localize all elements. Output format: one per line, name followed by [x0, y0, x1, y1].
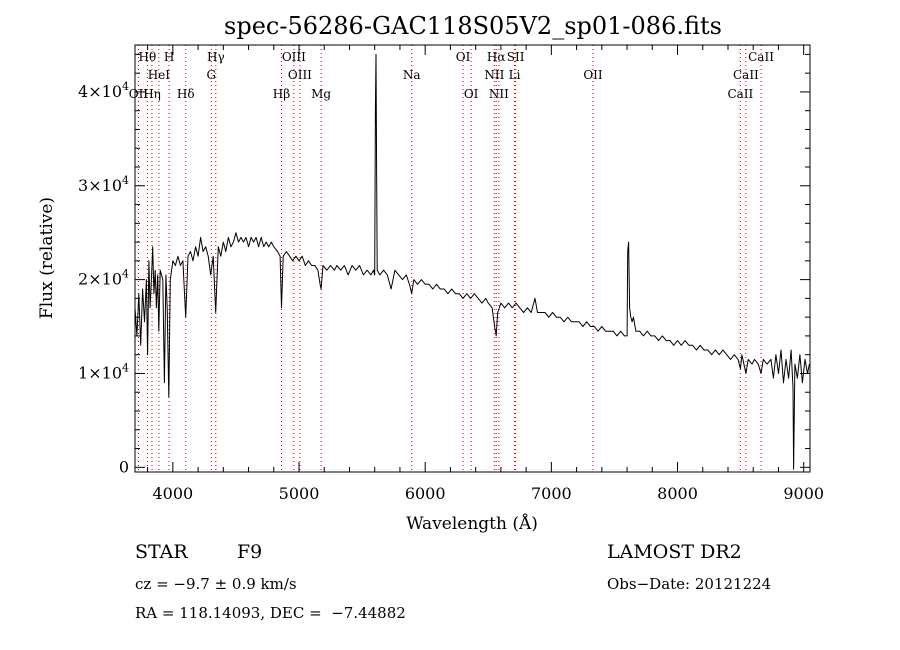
x-tick-label: 8000: [657, 484, 698, 503]
y-tick-label: 0: [119, 457, 129, 476]
line-label: Hη: [143, 87, 161, 101]
line-label: OI: [464, 87, 479, 101]
x-tick-label: 9000: [783, 484, 824, 503]
x-tick-label: 4000: [152, 484, 193, 503]
line-label: OII: [129, 87, 149, 101]
line-label: H: [164, 50, 174, 64]
line-label: G: [207, 68, 217, 82]
line-label: OIII: [288, 68, 312, 82]
line-label: Hδ: [177, 87, 195, 101]
y-tick-label: 1×104: [78, 361, 129, 382]
y-axis-label: Flux (relative): [37, 197, 57, 319]
line-label: Hα: [487, 50, 506, 64]
y-tick-label: 3×104: [78, 174, 129, 195]
line-label: CaII: [748, 50, 774, 64]
chart-title: spec-56286-GAC118S05V2_sp01-086.fits: [224, 12, 722, 40]
x-axis: 4000 5000 6000 7000 8000 9000: [147, 45, 824, 503]
x-tick-label: 6000: [405, 484, 446, 503]
line-label: Na: [403, 68, 421, 82]
subclass-label: F9: [237, 541, 263, 563]
line-label: Mg: [311, 87, 331, 101]
class-label: STAR: [135, 541, 188, 563]
line-label: CaII: [733, 68, 759, 82]
x-axis-label: Wavelength (Å): [406, 513, 538, 534]
plot-frame: [134, 44, 811, 473]
obs-date-text: Obs−Date: 20121224: [607, 575, 772, 593]
redshift-text: cz = −9.7 ± 0.9 km/s: [135, 575, 297, 593]
line-label: Hβ: [273, 87, 290, 101]
line-label: Hγ: [207, 50, 225, 64]
line-label: Li: [509, 68, 521, 82]
line-label: Hθ: [139, 50, 157, 64]
spectrum-series: [134, 53, 810, 470]
y-tick-label: 4×104: [78, 80, 129, 101]
coordinates-text: RA = 118.14093, DEC = −7.44882: [135, 604, 406, 622]
line-label: OI: [456, 50, 471, 64]
y-tick-label: 2×104: [78, 268, 129, 289]
y-axis: 0 1×104 2×104 3×104 4×104: [78, 53, 810, 476]
survey-label: LAMOST DR2: [607, 541, 742, 563]
line-label: OII: [583, 68, 603, 82]
line-label: HeI: [148, 68, 171, 82]
line-label: SII: [507, 50, 525, 64]
line-label: NII: [484, 68, 504, 82]
x-tick-label: 7000: [531, 484, 572, 503]
spectrum-line: [134, 53, 810, 470]
x-tick-label: 5000: [279, 484, 320, 503]
line-markers: [137, 45, 762, 472]
line-label: NII: [489, 87, 509, 101]
line-label: OIII: [282, 50, 306, 64]
line-label: CaII: [727, 87, 753, 101]
